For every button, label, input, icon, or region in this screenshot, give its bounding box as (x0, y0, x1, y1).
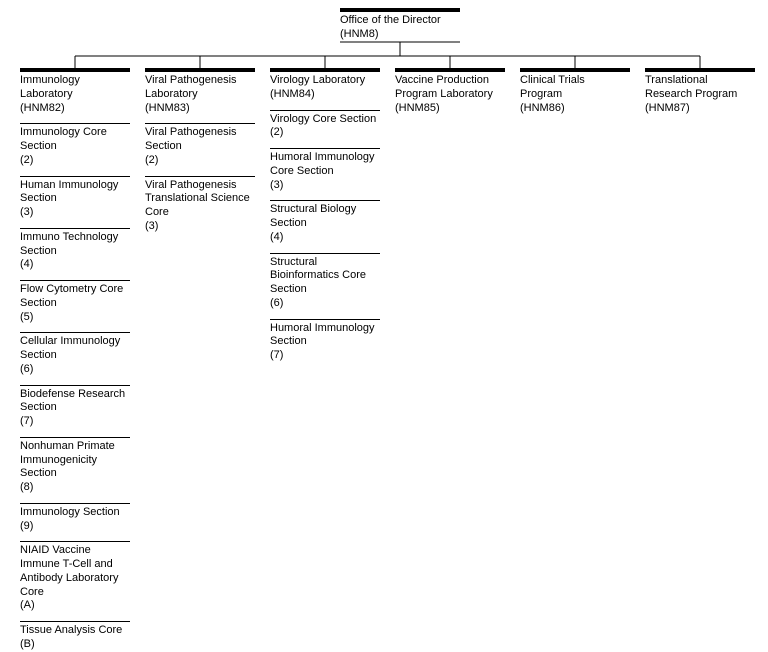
sub-0-4: Cellular Immunology Section(6) (20, 332, 130, 376)
sub-num: (9) (20, 520, 130, 534)
sub-bar (20, 280, 130, 281)
sub-0-1: Human Immunology Section(3) (20, 176, 130, 220)
sub-bar (145, 176, 255, 177)
sub-num: (2) (270, 126, 380, 140)
sub-bar (20, 228, 130, 229)
dept-code: (HNM85) (395, 102, 505, 116)
sub-0-2: Immuno Technology Section(4) (20, 228, 130, 272)
sub-0-6: Nonhuman Primate Immunogenicity Section(… (20, 437, 130, 495)
sub-0-3: Flow Cytometry Core Section(5) (20, 280, 130, 324)
sub-bar (20, 176, 130, 177)
sub-name: Immunology Core Section (20, 126, 130, 154)
dept-bar (645, 68, 755, 72)
sub-num: (6) (270, 297, 380, 311)
sub-0-7: Immunology Section(9) (20, 503, 130, 534)
sub-0-0: Immunology Core Section(2) (20, 123, 130, 167)
org-root: Office of the Director (HNM8) (340, 8, 460, 42)
sub-name: Biodefense Research Section (20, 388, 130, 416)
sub-num: (A) (20, 599, 130, 613)
sub-bar (20, 621, 130, 622)
dept-title: Clinical Trials Program (520, 74, 630, 102)
sub-num: (7) (20, 415, 130, 429)
sub-name: Human Immunology Section (20, 179, 130, 207)
sub-name: Virology Core Section (270, 113, 380, 127)
sub-name: Structural Bioinformatics Core Section (270, 256, 380, 297)
dept-title: Virology Laboratory (270, 74, 380, 88)
dept-4: Clinical Trials Program(HNM86) (520, 68, 630, 115)
sub-bar (145, 123, 255, 124)
dept-code: (HNM83) (145, 102, 255, 116)
sub-name: Tissue Analysis Core (20, 624, 130, 638)
dept-code: (HNM82) (20, 102, 130, 116)
sub-bar (20, 385, 130, 386)
dept-bar (270, 68, 380, 72)
sub-num: (2) (145, 154, 255, 168)
root-code: (HNM8) (340, 28, 460, 42)
sub-name: Viral Pathogenesis Translational Science… (145, 179, 255, 220)
sub-2-4: Humoral Immunology Section(7) (270, 319, 380, 363)
sub-2-3: Structural Bioinformatics Core Section(6… (270, 253, 380, 311)
dept-bar (520, 68, 630, 72)
sub-bar (270, 110, 380, 111)
sub-name: Flow Cytometry Core Section (20, 283, 130, 311)
sub-num: (3) (145, 220, 255, 234)
sub-bar (270, 200, 380, 201)
dept-5: Translational Research Program(HNM87) (645, 68, 755, 115)
sub-bar (20, 541, 130, 542)
sub-num: (3) (20, 206, 130, 220)
sub-num: (B) (20, 638, 130, 652)
root-title: Office of the Director (340, 14, 460, 28)
dept-bar (395, 68, 505, 72)
sub-bar (20, 332, 130, 333)
sub-name: Humoral Immunology Section (270, 322, 380, 350)
sub-name: Cellular Immunology Section (20, 335, 130, 363)
sub-name: Nonhuman Primate Immunogenicity Section (20, 440, 130, 481)
sub-bar (20, 437, 130, 438)
sub-0-5: Biodefense Research Section(7) (20, 385, 130, 429)
dept-code: (HNM87) (645, 102, 755, 116)
dept-3: Vaccine Production Program Laboratory(HN… (395, 68, 505, 115)
sub-0-9: Tissue Analysis Core(B) (20, 621, 130, 652)
sub-bar (20, 503, 130, 504)
sub-1-1: Viral Pathogenesis Translational Science… (145, 176, 255, 234)
dept-title: Viral Pathogenesis Laboratory (145, 74, 255, 102)
sub-0-8: NIAID Vaccine Immune T-Cell and Antibody… (20, 541, 130, 613)
sub-bar (270, 148, 380, 149)
sub-1-0: Viral Pathogenesis Section(2) (145, 123, 255, 167)
sub-num: (5) (20, 311, 130, 325)
sub-name: Humoral Immunology Core Section (270, 151, 380, 179)
root-bar (340, 8, 460, 12)
dept-title: Immunology Laboratory (20, 74, 130, 102)
sub-num: (4) (270, 231, 380, 245)
dept-title: Vaccine Production Program Laboratory (395, 74, 505, 102)
dept-1: Viral Pathogenesis Laboratory(HNM83) Vira… (145, 68, 255, 234)
dept-title: Translational Research Program (645, 74, 755, 102)
dept-code: (HNM86) (520, 102, 630, 116)
sub-num: (4) (20, 258, 130, 272)
dept-code: (HNM84) (270, 88, 380, 102)
sub-num: (8) (20, 481, 130, 495)
sub-num: (2) (20, 154, 130, 168)
sub-num: (7) (270, 349, 380, 363)
sub-name: Viral Pathogenesis Section (145, 126, 255, 154)
sub-bar (270, 319, 380, 320)
dept-bar (20, 68, 130, 72)
dept-bar (145, 68, 255, 72)
dept-2: Virology Laboratory(HNM84) Virology Core … (270, 68, 380, 363)
sub-num: (6) (20, 363, 130, 377)
sub-name: NIAID Vaccine Immune T-Cell and Antibody… (20, 544, 130, 599)
sub-name: Structural Biology Section (270, 203, 380, 231)
sub-name: Immunology Section (20, 506, 130, 520)
sub-bar (270, 253, 380, 254)
sub-2-0: Virology Core Section(2) (270, 110, 380, 141)
dept-0: Immunology Laboratory(HNM82) Immunology C… (20, 68, 130, 652)
sub-bar (20, 123, 130, 124)
sub-num: (3) (270, 179, 380, 193)
sub-name: Immuno Technology Section (20, 231, 130, 259)
sub-2-2: Structural Biology Section(4) (270, 200, 380, 244)
sub-2-1: Humoral Immunology Core Section(3) (270, 148, 380, 192)
